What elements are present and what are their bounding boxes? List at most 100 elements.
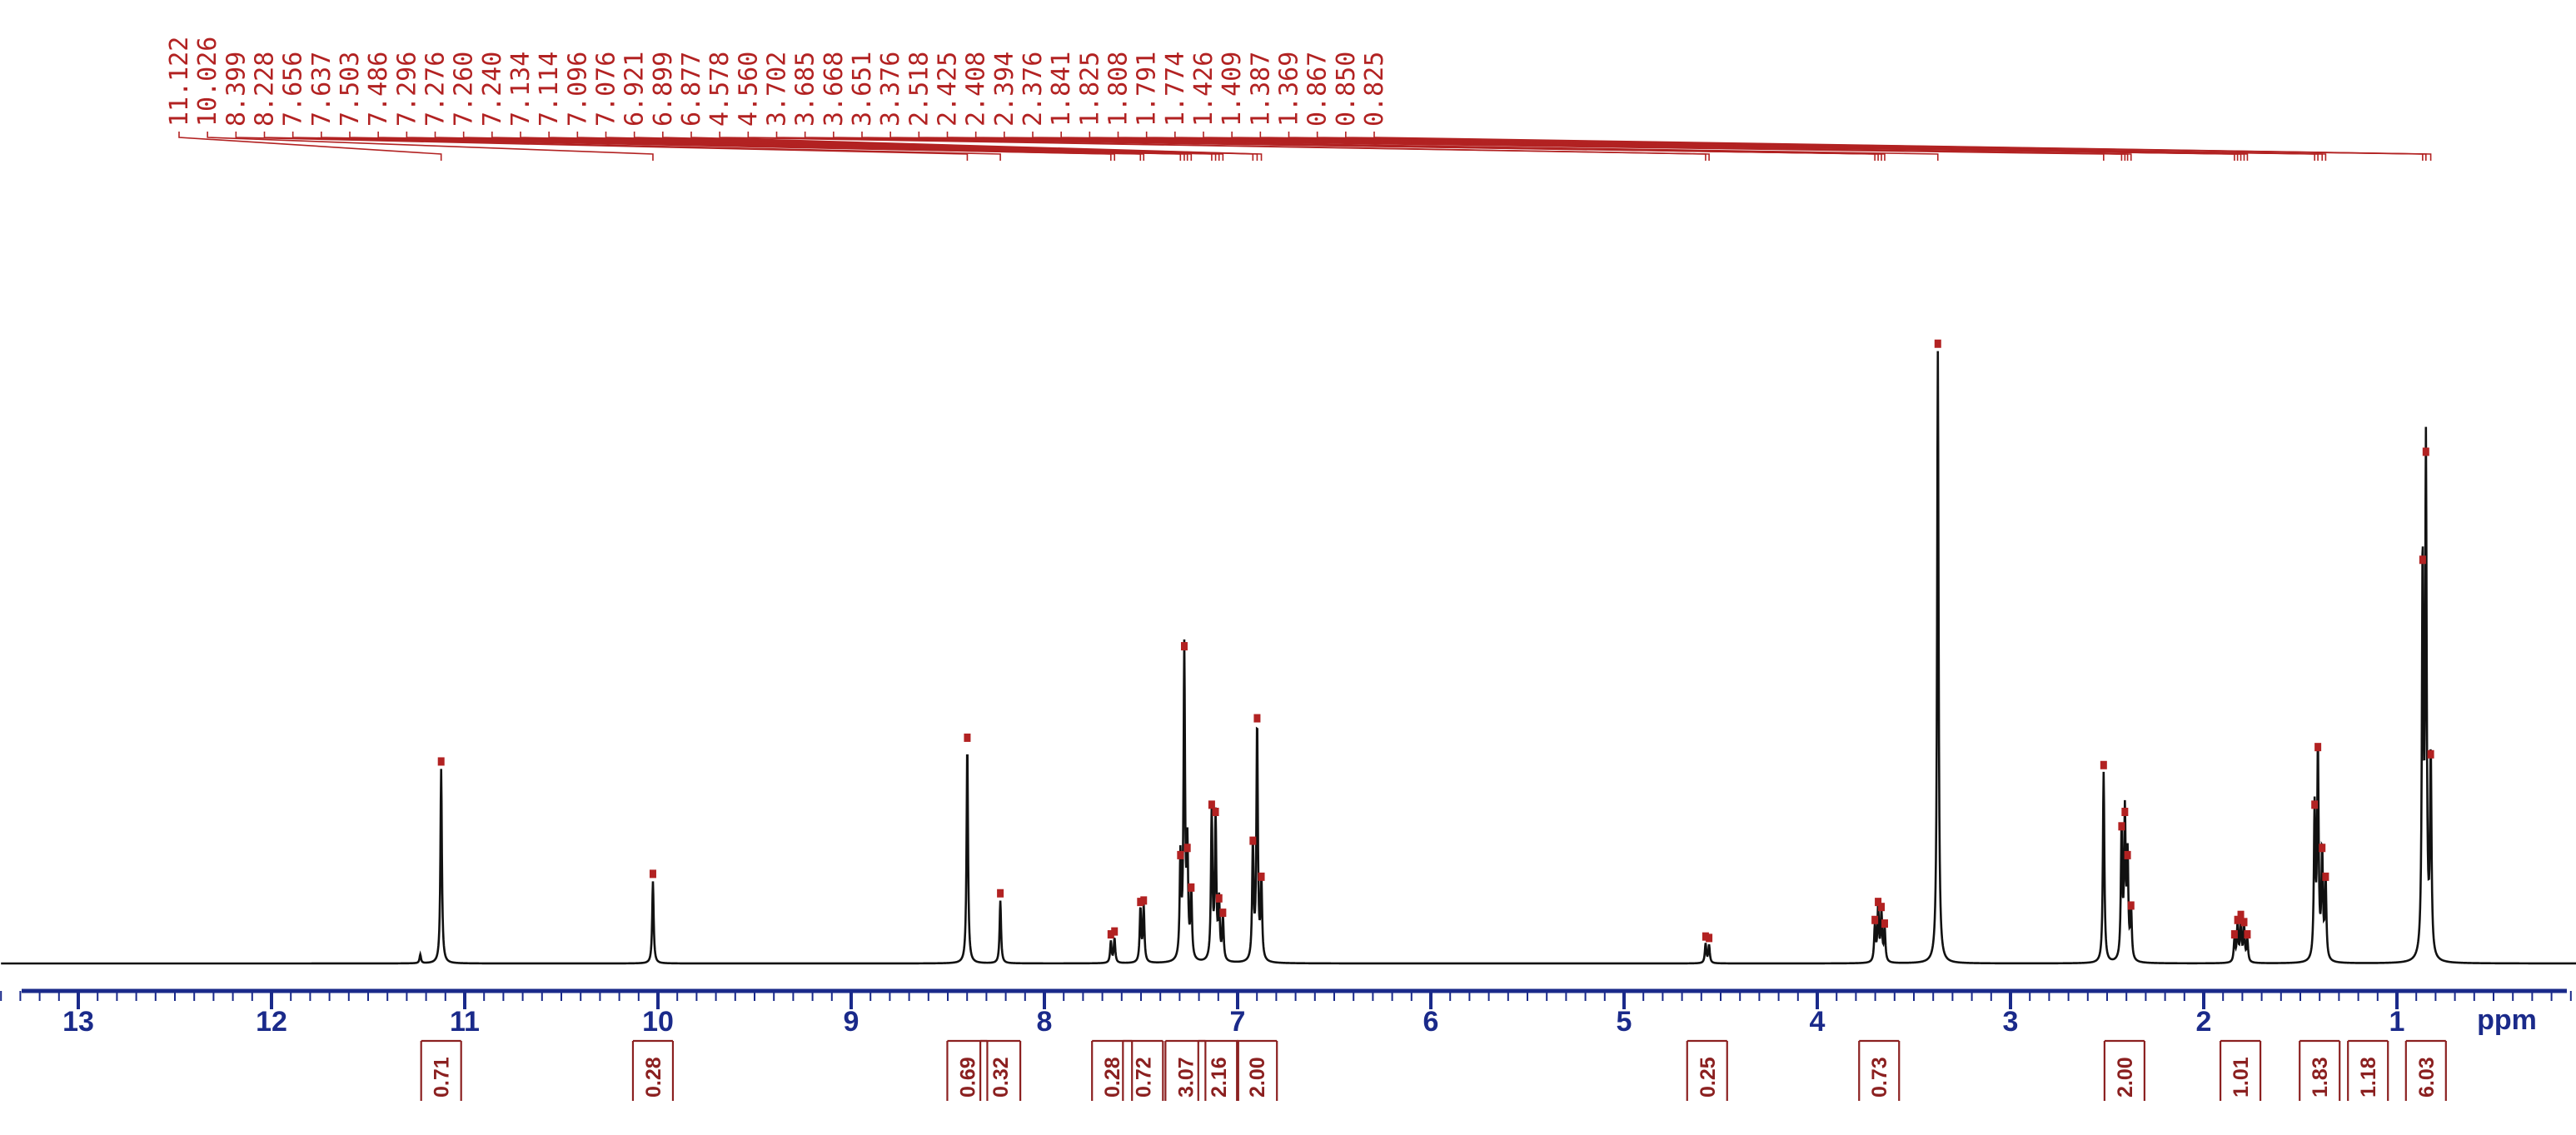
integral-value-label: 0.32 [989, 1057, 1013, 1098]
peak-marker [1212, 808, 1219, 816]
peak-marker [2314, 743, 2322, 752]
integral-value-label: 0.28 [1101, 1057, 1124, 1098]
integral-value-label: 0.25 [1697, 1057, 1720, 1098]
peak-marker [1107, 930, 1114, 939]
peak-marker [2124, 850, 2131, 859]
peak-shift-label: 2.518 [904, 52, 934, 127]
integral-bracket [1686, 1039, 1728, 1101]
peak-shift-label: 1.774 [1161, 52, 1190, 127]
x-tick-label: 13 [62, 1006, 94, 1038]
peak-connector [1288, 132, 2327, 161]
peak-marker [964, 733, 971, 742]
peak-marker [2118, 822, 2125, 831]
peak-marker [1706, 933, 1713, 943]
peak-shift-label: 4.578 [705, 52, 735, 127]
peak-marker [2322, 872, 2329, 881]
peak-connector [235, 132, 969, 161]
peak-marker [1177, 850, 1184, 859]
x-tick-label: 7 [1230, 1006, 1246, 1038]
peak-connector [178, 132, 442, 161]
integral-bracket [2404, 1039, 2447, 1101]
x-tick-label: 3 [2003, 1006, 2019, 1038]
integral-value-label: 0.72 [1132, 1057, 1155, 1098]
peak-marker [1219, 908, 1227, 918]
peak-marker-layer [437, 339, 2434, 943]
x-axis: ppm 13 12 11 10 9 8 7 6 5 4 3 2 1 [0, 988, 2572, 1038]
integral-bracket [2299, 1039, 2341, 1101]
peak-connector [690, 132, 1263, 161]
peak-connector [349, 132, 1142, 161]
peak-marker [1878, 903, 1886, 912]
peak-shift-label: 2.425 [934, 52, 963, 127]
peak-connector-layer [178, 132, 2432, 161]
x-tick-label: 8 [1037, 1006, 1053, 1038]
peak-marker [2311, 800, 2319, 809]
x-tick-label: 4 [1810, 1006, 1826, 1038]
integral-value-label: 6.03 [2415, 1057, 2439, 1098]
peak-marker [1871, 915, 1879, 924]
x-tick-label: 9 [844, 1006, 859, 1038]
integral-bracket [979, 1039, 1022, 1101]
integral-bracket [631, 1039, 675, 1101]
x-tick-label: 5 [1617, 1006, 1632, 1038]
peak-shift-label: 3.685 [791, 52, 820, 127]
peak-shift-label: 4.560 [734, 52, 763, 127]
peak-shift-label: 3.668 [820, 52, 849, 127]
peak-shift-label: 6.877 [677, 52, 706, 127]
peak-shift-label: 10.026 [193, 37, 222, 127]
peak-shift-label: 7.114 [535, 52, 564, 127]
x-axis-unit-label: ppm [2477, 1004, 2537, 1036]
integral-bracket [1858, 1039, 1901, 1101]
peak-shift-label: 1.426 [1189, 52, 1218, 127]
spectrum-line [1, 351, 2576, 965]
integral-value-label: 1.18 [2357, 1057, 2380, 1098]
peak-marker [1934, 339, 1941, 348]
integral-value-label: 0.69 [956, 1057, 979, 1098]
peak-connector [462, 132, 1188, 161]
peak-shift-label: 1.409 [1218, 52, 1247, 127]
peak-shift-label: 8.399 [222, 52, 251, 127]
peak-shift-label: 1.808 [1104, 52, 1134, 127]
peak-marker [1881, 919, 1888, 928]
x-tick-label: 6 [1423, 1006, 1439, 1038]
peak-marker [2127, 901, 2135, 910]
integral-value-label: 2.00 [2114, 1057, 2137, 1098]
peak-marker [2244, 930, 2251, 939]
peak-marker [1249, 836, 1257, 845]
peak-connector [1373, 132, 2432, 161]
peak-marker [1188, 883, 1195, 892]
peak-marker [2240, 918, 2248, 927]
peak-marker [1875, 898, 1882, 907]
peak-connector [263, 132, 1001, 161]
integral-bracket [1122, 1039, 1164, 1101]
integral-value-label: 3.07 [1174, 1057, 1198, 1098]
x-tick-label: 10 [642, 1006, 674, 1038]
integral-value-label: 2.16 [1208, 1057, 1231, 1098]
integral-bracket [2219, 1039, 2262, 1101]
x-tick-label: 11 [450, 1006, 480, 1038]
integral-bracket [1197, 1039, 1239, 1101]
integral-bracket [420, 1039, 462, 1101]
integral-value-label: 1.83 [2309, 1057, 2332, 1098]
integral-value-label: 1.01 [2230, 1057, 2253, 1098]
peak-connector [406, 132, 1182, 161]
peak-shift-label: 11.122 [165, 37, 194, 127]
plot-area [1, 351, 2576, 965]
peak-marker [2427, 749, 2434, 759]
peak-shift-label: 0.850 [1332, 52, 1361, 127]
peak-marker [2422, 447, 2429, 456]
peak-marker [1140, 896, 1148, 905]
x-tick-label: 1 [2389, 1006, 2405, 1038]
peak-shift-label: 6.899 [649, 52, 678, 127]
peak-marker [1208, 800, 1215, 809]
peak-connector [434, 132, 1185, 161]
peak-marker [2237, 910, 2245, 919]
peak-marker [437, 757, 445, 766]
x-tick-label: 12 [256, 1006, 287, 1038]
peak-shift-label: 0.825 [1360, 52, 1389, 127]
peak-connector [207, 132, 654, 161]
peak-marker [2419, 555, 2426, 565]
integral-bracket [1236, 1039, 1278, 1101]
peak-connector [605, 132, 1224, 161]
peak-shift-label: 2.376 [1019, 52, 1048, 127]
